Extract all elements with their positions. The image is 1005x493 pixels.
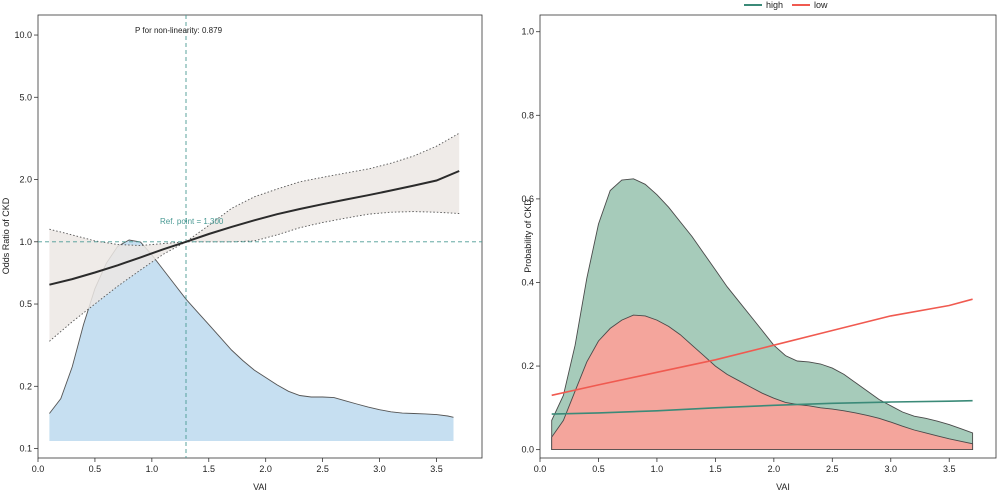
nonlinearity-annotation: P for non-linearity: 0.879 [135,26,223,35]
right-panel: 0.0 0.5 1.0 1.5 2.0 2.5 3.0 3.5 0.0 0.2 0.4 0.6 0.8… [521,0,997,492]
y-tick-label: 0.1 [19,444,32,454]
x-tick-label: 2.0 [768,464,781,474]
x-tick-label: 1.5 [203,464,216,474]
left-panel: 0.0 0.5 1.0 1.5 2.0 2.5 3.0 3.5 0.1 0.2 0.5 1.0 2.0… [1,14,483,492]
density-area [49,240,454,441]
y-tick-label: 0.6 [521,194,534,204]
right-x-axis-label: VAI [776,482,790,492]
right-y-ticks: 0.0 0.2 0.4 0.6 0.8 1.0 [521,27,540,455]
x-tick-label: 1.0 [146,464,159,474]
legend-label-low: low [814,0,828,10]
left-ref-lines [38,15,482,458]
y-tick-label: 2.0 [19,175,32,185]
y-tick-label: 0.2 [19,381,32,391]
ci-upper-line [49,132,460,246]
right-legend: high low [744,0,828,10]
y-tick-label: 0.5 [19,299,32,309]
x-tick-label: 0.5 [592,464,605,474]
right-y-axis-label: Probability of CKD [523,199,533,273]
right-lines-layer [551,298,973,415]
x-tick-label: 3.0 [373,464,386,474]
x-tick-label: 1.0 [651,464,664,474]
y-tick-label: 10.0 [14,30,32,40]
odds-ratio-line [49,170,460,286]
x-tick-label: 3.5 [430,464,443,474]
ref-point-annotation: Ref. point = 1.300 [160,217,224,226]
y-tick-label: 1.0 [19,237,32,247]
series-line-low [551,298,973,397]
x-tick-label: 0.0 [32,464,45,474]
x-tick-label: 3.5 [943,464,956,474]
right-x-ticks: 0.0 0.5 1.0 1.5 2.0 2.5 3.0 3.5 [534,458,956,474]
ci-lower-line [49,211,460,342]
x-tick-label: 3.0 [885,464,898,474]
x-tick-label: 2.5 [316,464,329,474]
left-x-axis-label: VAI [253,482,267,492]
x-tick-label: 2.0 [259,464,272,474]
x-tick-label: 0.5 [89,464,102,474]
ci-band [49,133,460,342]
left-plot-frame [37,14,483,459]
x-tick-label: 2.5 [826,464,839,474]
right-plot-frame [539,14,997,459]
y-tick-label: 1.0 [521,27,534,37]
right-density-layer [551,178,974,451]
y-tick-label: 0.4 [521,277,534,287]
left-y-axis-label: Odds Ratio of CKD [1,197,11,274]
density-low-area [551,314,974,451]
y-tick-label: 0.0 [521,445,534,455]
y-tick-label: 5.0 [19,92,32,102]
x-tick-label: 1.5 [709,464,722,474]
x-tick-label: 0.0 [534,464,547,474]
y-tick-label: 0.8 [521,110,534,120]
left-ci-layer [49,132,460,342]
left-y-ticks: 0.1 0.2 0.5 1.0 2.0 5.0 10.0 [14,30,38,454]
series-line-high [551,399,973,415]
y-tick-label: 0.2 [521,361,534,371]
left-x-ticks: 0.0 0.5 1.0 1.5 2.0 2.5 3.0 3.5 [32,458,443,474]
left-or-layer [49,170,460,286]
legend-label-high: high [766,0,783,10]
